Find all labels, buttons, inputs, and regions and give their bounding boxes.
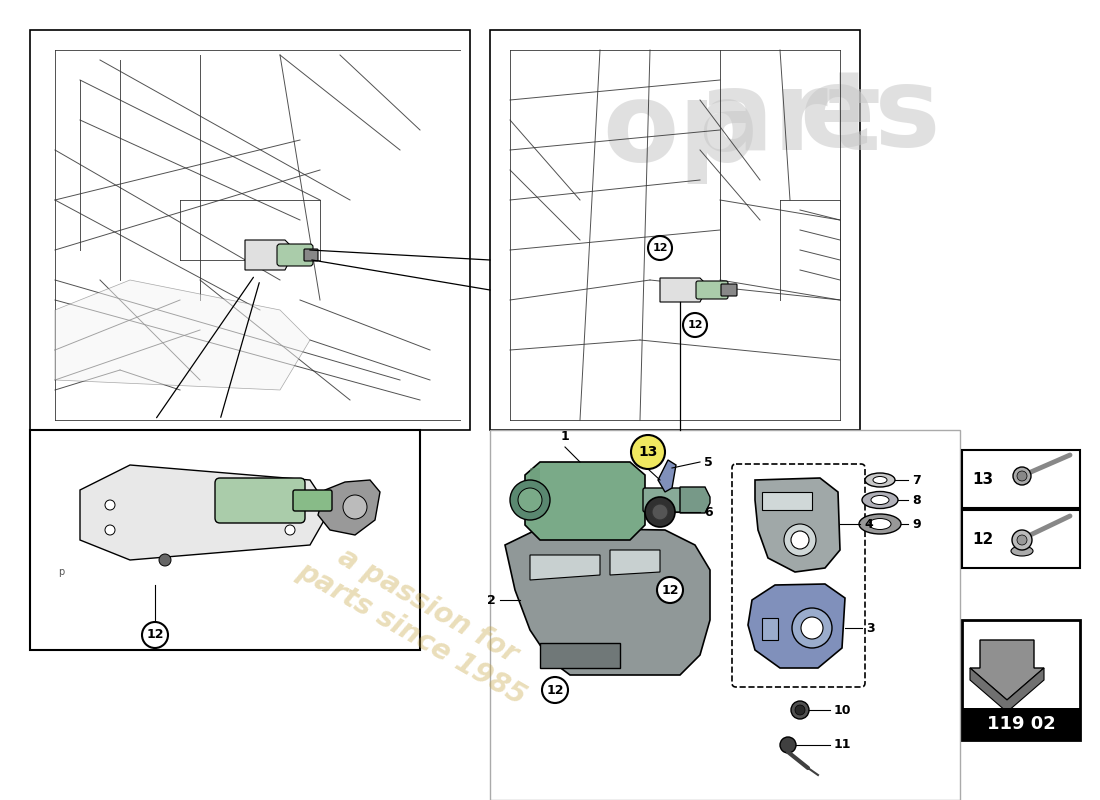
Polygon shape <box>540 643 620 668</box>
Bar <box>962 620 1080 740</box>
Circle shape <box>104 500 116 510</box>
Polygon shape <box>245 240 295 270</box>
Polygon shape <box>318 480 380 535</box>
Circle shape <box>801 617 823 639</box>
Text: 12: 12 <box>146 629 164 642</box>
Circle shape <box>285 493 295 503</box>
Ellipse shape <box>859 514 901 534</box>
Circle shape <box>652 504 668 520</box>
Ellipse shape <box>873 477 887 483</box>
Circle shape <box>1018 535 1027 545</box>
Circle shape <box>648 236 672 260</box>
Text: 12: 12 <box>661 583 679 597</box>
Circle shape <box>1018 471 1027 481</box>
Text: 10: 10 <box>834 703 851 717</box>
Circle shape <box>510 480 550 520</box>
Circle shape <box>795 705 805 715</box>
FancyBboxPatch shape <box>720 284 737 296</box>
Circle shape <box>142 622 168 648</box>
Polygon shape <box>525 462 645 540</box>
Bar <box>962 510 1080 568</box>
FancyBboxPatch shape <box>696 281 728 299</box>
Circle shape <box>542 677 568 703</box>
Circle shape <box>784 524 816 556</box>
Circle shape <box>683 313 707 337</box>
Text: 13: 13 <box>638 445 658 459</box>
Polygon shape <box>762 618 778 640</box>
Polygon shape <box>755 478 840 572</box>
Polygon shape <box>505 528 710 675</box>
Circle shape <box>791 531 808 549</box>
Bar <box>30 30 470 430</box>
Polygon shape <box>530 468 540 510</box>
Circle shape <box>104 525 116 535</box>
Text: art: art <box>698 66 881 174</box>
Polygon shape <box>658 460 676 492</box>
Bar <box>962 450 1080 508</box>
Text: 12: 12 <box>547 683 563 697</box>
Text: 6: 6 <box>704 506 713 518</box>
Text: 11: 11 <box>834 738 851 751</box>
Polygon shape <box>970 668 1044 712</box>
Polygon shape <box>610 550 660 575</box>
Polygon shape <box>530 555 600 580</box>
Circle shape <box>780 737 796 753</box>
FancyBboxPatch shape <box>214 478 305 523</box>
Polygon shape <box>748 584 845 668</box>
Polygon shape <box>660 278 708 302</box>
Polygon shape <box>680 487 710 513</box>
Circle shape <box>791 701 808 719</box>
Circle shape <box>631 435 666 469</box>
Ellipse shape <box>862 491 898 509</box>
FancyBboxPatch shape <box>644 488 688 512</box>
Text: 7: 7 <box>912 474 921 486</box>
Text: 4: 4 <box>864 518 872 530</box>
Ellipse shape <box>865 473 895 487</box>
Bar <box>490 430 960 800</box>
Bar <box>962 708 1080 740</box>
Text: 13: 13 <box>972 471 993 486</box>
Text: a passion for
parts since 1985: a passion for parts since 1985 <box>293 529 548 711</box>
Circle shape <box>285 525 295 535</box>
Text: p: p <box>58 567 64 577</box>
Bar <box>30 430 420 650</box>
Ellipse shape <box>871 495 889 505</box>
Text: 119 02: 119 02 <box>987 715 1055 733</box>
Text: 12: 12 <box>972 531 993 546</box>
Circle shape <box>645 497 675 527</box>
Circle shape <box>343 495 367 519</box>
Ellipse shape <box>1011 546 1033 556</box>
FancyBboxPatch shape <box>304 249 318 261</box>
Text: 2: 2 <box>487 594 496 606</box>
Text: op: op <box>602 77 758 183</box>
Circle shape <box>792 608 832 648</box>
Polygon shape <box>762 492 812 510</box>
Text: 9: 9 <box>912 518 921 530</box>
Circle shape <box>518 488 542 512</box>
Polygon shape <box>55 280 310 390</box>
Circle shape <box>1012 530 1032 550</box>
FancyBboxPatch shape <box>277 244 313 266</box>
Text: 8: 8 <box>912 494 921 506</box>
Bar <box>490 30 860 430</box>
FancyBboxPatch shape <box>293 490 332 511</box>
Circle shape <box>1013 467 1031 485</box>
Text: es: es <box>800 62 940 169</box>
Circle shape <box>160 554 170 566</box>
Ellipse shape <box>869 518 891 530</box>
Text: 12: 12 <box>652 243 668 253</box>
Text: 5: 5 <box>704 455 713 469</box>
Text: 12: 12 <box>688 320 703 330</box>
Polygon shape <box>80 465 330 560</box>
Circle shape <box>657 577 683 603</box>
Text: 3: 3 <box>866 622 874 634</box>
Polygon shape <box>970 640 1044 700</box>
Text: 1: 1 <box>561 430 570 443</box>
